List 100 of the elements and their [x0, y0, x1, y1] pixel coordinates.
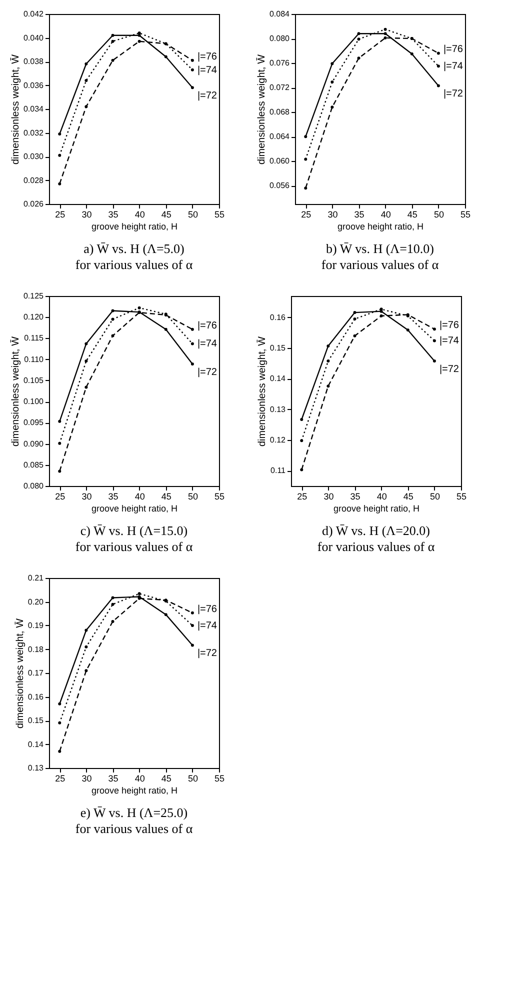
y-tick-label: 0.20 [28, 597, 44, 606]
series-label: |=74 [443, 61, 464, 72]
y-tick-label: 0.21 [28, 574, 44, 582]
x-tick-label: 50 [434, 210, 444, 220]
y-tick-label: 0.028 [23, 176, 44, 185]
y-tick-label: 0.18 [28, 644, 44, 654]
x-tick-label: 25 [301, 210, 312, 220]
text: for various values of α [75, 821, 193, 836]
series-label: |=72 [439, 364, 460, 375]
y-tick-label: 0.076 [269, 58, 290, 68]
x-tick-label: 30 [328, 210, 338, 220]
x-axis-title: groove height ratio, H [91, 222, 178, 232]
y-tick-label: 0.090 [23, 439, 44, 448]
y-tick-label: 0.15 [28, 716, 44, 725]
y-tick-label: 0.13 [270, 404, 286, 414]
x-tick-label: 40 [376, 492, 387, 502]
series-label: |=74 [439, 336, 460, 347]
series-label: |=76 [439, 320, 460, 332]
y-tick-label: 0.064 [269, 132, 290, 142]
series-label: |=74 [197, 64, 218, 76]
y-tick-label: 0.14 [270, 374, 286, 384]
text: for various values of α [75, 539, 193, 554]
text: for various values of α [321, 257, 439, 272]
y-tick-label: 0.17 [28, 668, 44, 678]
y-tick-label: 0.19 [28, 621, 44, 630]
y-tick-label: 0.11 [270, 466, 286, 476]
text: e) W̄ vs. H (Λ=25.0) [80, 805, 188, 820]
x-tick-label: 35 [108, 210, 118, 220]
y-axis-title: dimensionless weight, W̄ [256, 54, 268, 165]
y-tick-label: 0.060 [269, 156, 290, 166]
x-tick-label: 25 [55, 492, 66, 502]
text: d) W̄ vs. H (Λ=20.0) [322, 523, 430, 538]
y-tick-label: 0.095 [23, 418, 44, 428]
x-tick-label: 25 [297, 492, 308, 502]
x-axis-title: groove height ratio, H [333, 504, 420, 514]
y-tick-label: 0.110 [24, 354, 44, 364]
x-tick-label: 55 [214, 492, 225, 502]
text: a) W̄ vs. H (Λ=5.0) [84, 241, 184, 256]
y-tick-label: 0.034 [23, 104, 44, 114]
x-tick-label: 25 [55, 210, 66, 220]
y-axis-title: dimensionless weight, W̄ [256, 336, 268, 447]
x-tick-label: 25 [55, 774, 66, 784]
x-tick-label: 45 [403, 492, 414, 502]
x-tick-label: 50 [188, 492, 198, 502]
y-tick-label: 0.026 [23, 200, 44, 208]
x-tick-label: 35 [108, 492, 118, 502]
text: b) W̄ vs. H (Λ=10.0) [326, 241, 434, 256]
text: c) W̄ vs. H (Λ=15.0) [80, 523, 188, 538]
y-axis-title: dimensionless weight, W̄ [10, 336, 22, 447]
x-tick-label: 45 [161, 492, 172, 502]
y-axis-title: dimensionless weight, W̄ [10, 54, 22, 165]
series-label: |=72 [197, 366, 218, 378]
y-tick-label: 0.036 [23, 80, 44, 90]
x-axis-title: groove height ratio, H [337, 222, 424, 232]
x-tick-label: 30 [82, 774, 92, 784]
series-label: |=72 [197, 648, 218, 660]
x-tick-label: 55 [214, 774, 225, 784]
y-tick-label: 0.040 [23, 33, 44, 42]
y-tick-label: 0.115 [24, 334, 44, 343]
y-tick-label: 0.042 [23, 10, 44, 18]
y-tick-label: 0.16 [28, 692, 44, 702]
y-tick-label: 0.125 [23, 292, 44, 300]
y-tick-label: 0.038 [23, 57, 44, 66]
y-tick-label: 0.080 [23, 482, 44, 490]
series-label: |=72 [197, 90, 218, 102]
y-tick-label: 0.085 [23, 460, 44, 470]
x-axis-title: groove height ratio, H [91, 504, 178, 514]
y-tick-label: 0.032 [23, 128, 44, 138]
y-tick-label: 0.080 [269, 34, 290, 44]
y-axis-title: dimensionless weight, W̄ [14, 618, 26, 729]
x-tick-label: 55 [214, 210, 225, 220]
y-tick-label: 0.120 [23, 312, 44, 322]
series-label: |=74 [197, 620, 218, 632]
series-label: |=72 [443, 88, 464, 100]
x-tick-label: 55 [456, 492, 467, 502]
x-tick-label: 40 [380, 210, 391, 220]
y-tick-label: 0.13 [28, 764, 44, 772]
x-tick-label: 50 [430, 492, 440, 502]
series-label: |=76 [197, 320, 218, 332]
x-tick-label: 40 [134, 492, 145, 502]
series-label: |=76 [197, 604, 218, 615]
x-tick-label: 30 [82, 492, 92, 502]
y-tick-label: 0.12 [270, 436, 286, 445]
x-tick-label: 40 [134, 774, 145, 784]
y-tick-label: 0.105 [23, 376, 44, 385]
x-tick-label: 35 [350, 492, 360, 502]
x-tick-label: 35 [354, 210, 364, 220]
series-label: |=76 [197, 51, 218, 62]
y-tick-label: 0.068 [269, 108, 290, 117]
x-tick-label: 55 [460, 210, 471, 220]
x-tick-label: 30 [324, 492, 334, 502]
x-tick-label: 40 [134, 210, 145, 220]
y-tick-label: 0.15 [270, 344, 286, 353]
x-tick-label: 45 [161, 774, 172, 784]
x-axis-title: groove height ratio, H [91, 786, 178, 796]
x-tick-label: 50 [188, 774, 198, 784]
text: for various values of α [75, 257, 193, 272]
y-tick-label: 0.056 [269, 181, 290, 190]
x-tick-label: 45 [407, 210, 418, 220]
x-tick-label: 45 [161, 210, 172, 220]
